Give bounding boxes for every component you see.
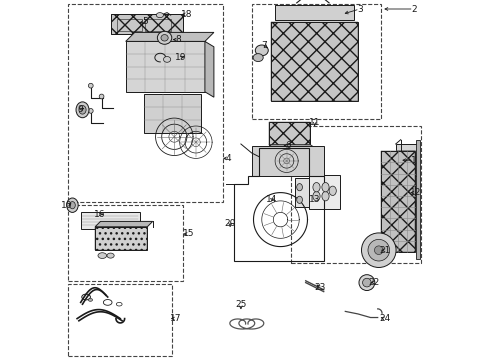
Bar (81, 212, 140, 229)
Text: 3: 3 (356, 4, 362, 13)
Polygon shape (125, 32, 213, 41)
Bar (95, 227, 147, 250)
Text: 7: 7 (261, 40, 266, 49)
Ellipse shape (255, 45, 268, 56)
Ellipse shape (88, 298, 92, 301)
Polygon shape (95, 221, 152, 227)
Ellipse shape (163, 57, 170, 62)
Ellipse shape (76, 102, 89, 118)
Ellipse shape (98, 253, 106, 258)
Ellipse shape (88, 108, 93, 113)
Ellipse shape (362, 278, 370, 287)
Text: 14: 14 (265, 195, 277, 204)
Ellipse shape (358, 275, 374, 291)
Text: 16: 16 (94, 210, 105, 219)
Bar (95, 227, 147, 250)
Bar (111, 14, 183, 34)
Bar (271, 22, 357, 101)
Text: 12: 12 (409, 188, 420, 197)
Polygon shape (204, 41, 213, 97)
Ellipse shape (328, 186, 336, 195)
Text: 15: 15 (183, 230, 194, 239)
Ellipse shape (79, 105, 86, 114)
Text: 10: 10 (61, 201, 72, 210)
Ellipse shape (312, 192, 320, 201)
Text: 13: 13 (308, 195, 320, 204)
Bar (268, 122, 310, 145)
Text: 9: 9 (78, 105, 83, 114)
Text: 11: 11 (308, 118, 320, 127)
Bar (251, 146, 323, 176)
Bar (381, 151, 415, 252)
Text: 6: 6 (285, 141, 291, 150)
Ellipse shape (361, 233, 395, 267)
Bar (309, 175, 339, 209)
Ellipse shape (296, 196, 302, 203)
Text: 2: 2 (410, 4, 416, 13)
Ellipse shape (66, 198, 78, 212)
Text: 25: 25 (235, 300, 246, 309)
Bar (125, 41, 204, 92)
Ellipse shape (107, 253, 114, 258)
Bar (291, 126, 420, 263)
Bar (68, 284, 172, 356)
Text: 23: 23 (314, 284, 325, 292)
Ellipse shape (321, 192, 328, 201)
Text: 19: 19 (174, 53, 186, 62)
Bar (381, 151, 415, 252)
Bar (251, 4, 381, 119)
Ellipse shape (367, 239, 389, 261)
Bar (117, 19, 142, 31)
Bar (111, 14, 183, 34)
Bar (268, 122, 310, 145)
Bar (143, 94, 201, 133)
Ellipse shape (157, 31, 171, 44)
Bar (294, 178, 308, 207)
Bar (271, 22, 357, 101)
Bar (145, 19, 170, 31)
Text: 18: 18 (181, 10, 192, 19)
Text: 5: 5 (142, 17, 148, 26)
Bar (268, 122, 310, 145)
Text: 4: 4 (225, 154, 231, 163)
Polygon shape (268, 145, 314, 148)
Text: 21: 21 (378, 246, 390, 255)
Bar (395, 144, 418, 176)
Text: 24: 24 (379, 314, 390, 323)
Ellipse shape (99, 94, 104, 99)
Bar (68, 4, 223, 202)
Ellipse shape (88, 83, 93, 88)
Ellipse shape (321, 183, 328, 192)
Text: 1: 1 (410, 156, 416, 165)
Bar (68, 205, 183, 281)
Ellipse shape (374, 246, 382, 255)
Polygon shape (275, 5, 354, 20)
Text: 8: 8 (175, 35, 181, 44)
Ellipse shape (156, 13, 163, 18)
Ellipse shape (312, 183, 320, 192)
Ellipse shape (296, 184, 302, 191)
Text: 22: 22 (368, 278, 379, 287)
Ellipse shape (161, 35, 168, 41)
Text: 20: 20 (224, 219, 235, 228)
Bar (415, 140, 419, 259)
Text: 17: 17 (170, 314, 182, 323)
Ellipse shape (253, 54, 263, 62)
Ellipse shape (69, 202, 75, 209)
